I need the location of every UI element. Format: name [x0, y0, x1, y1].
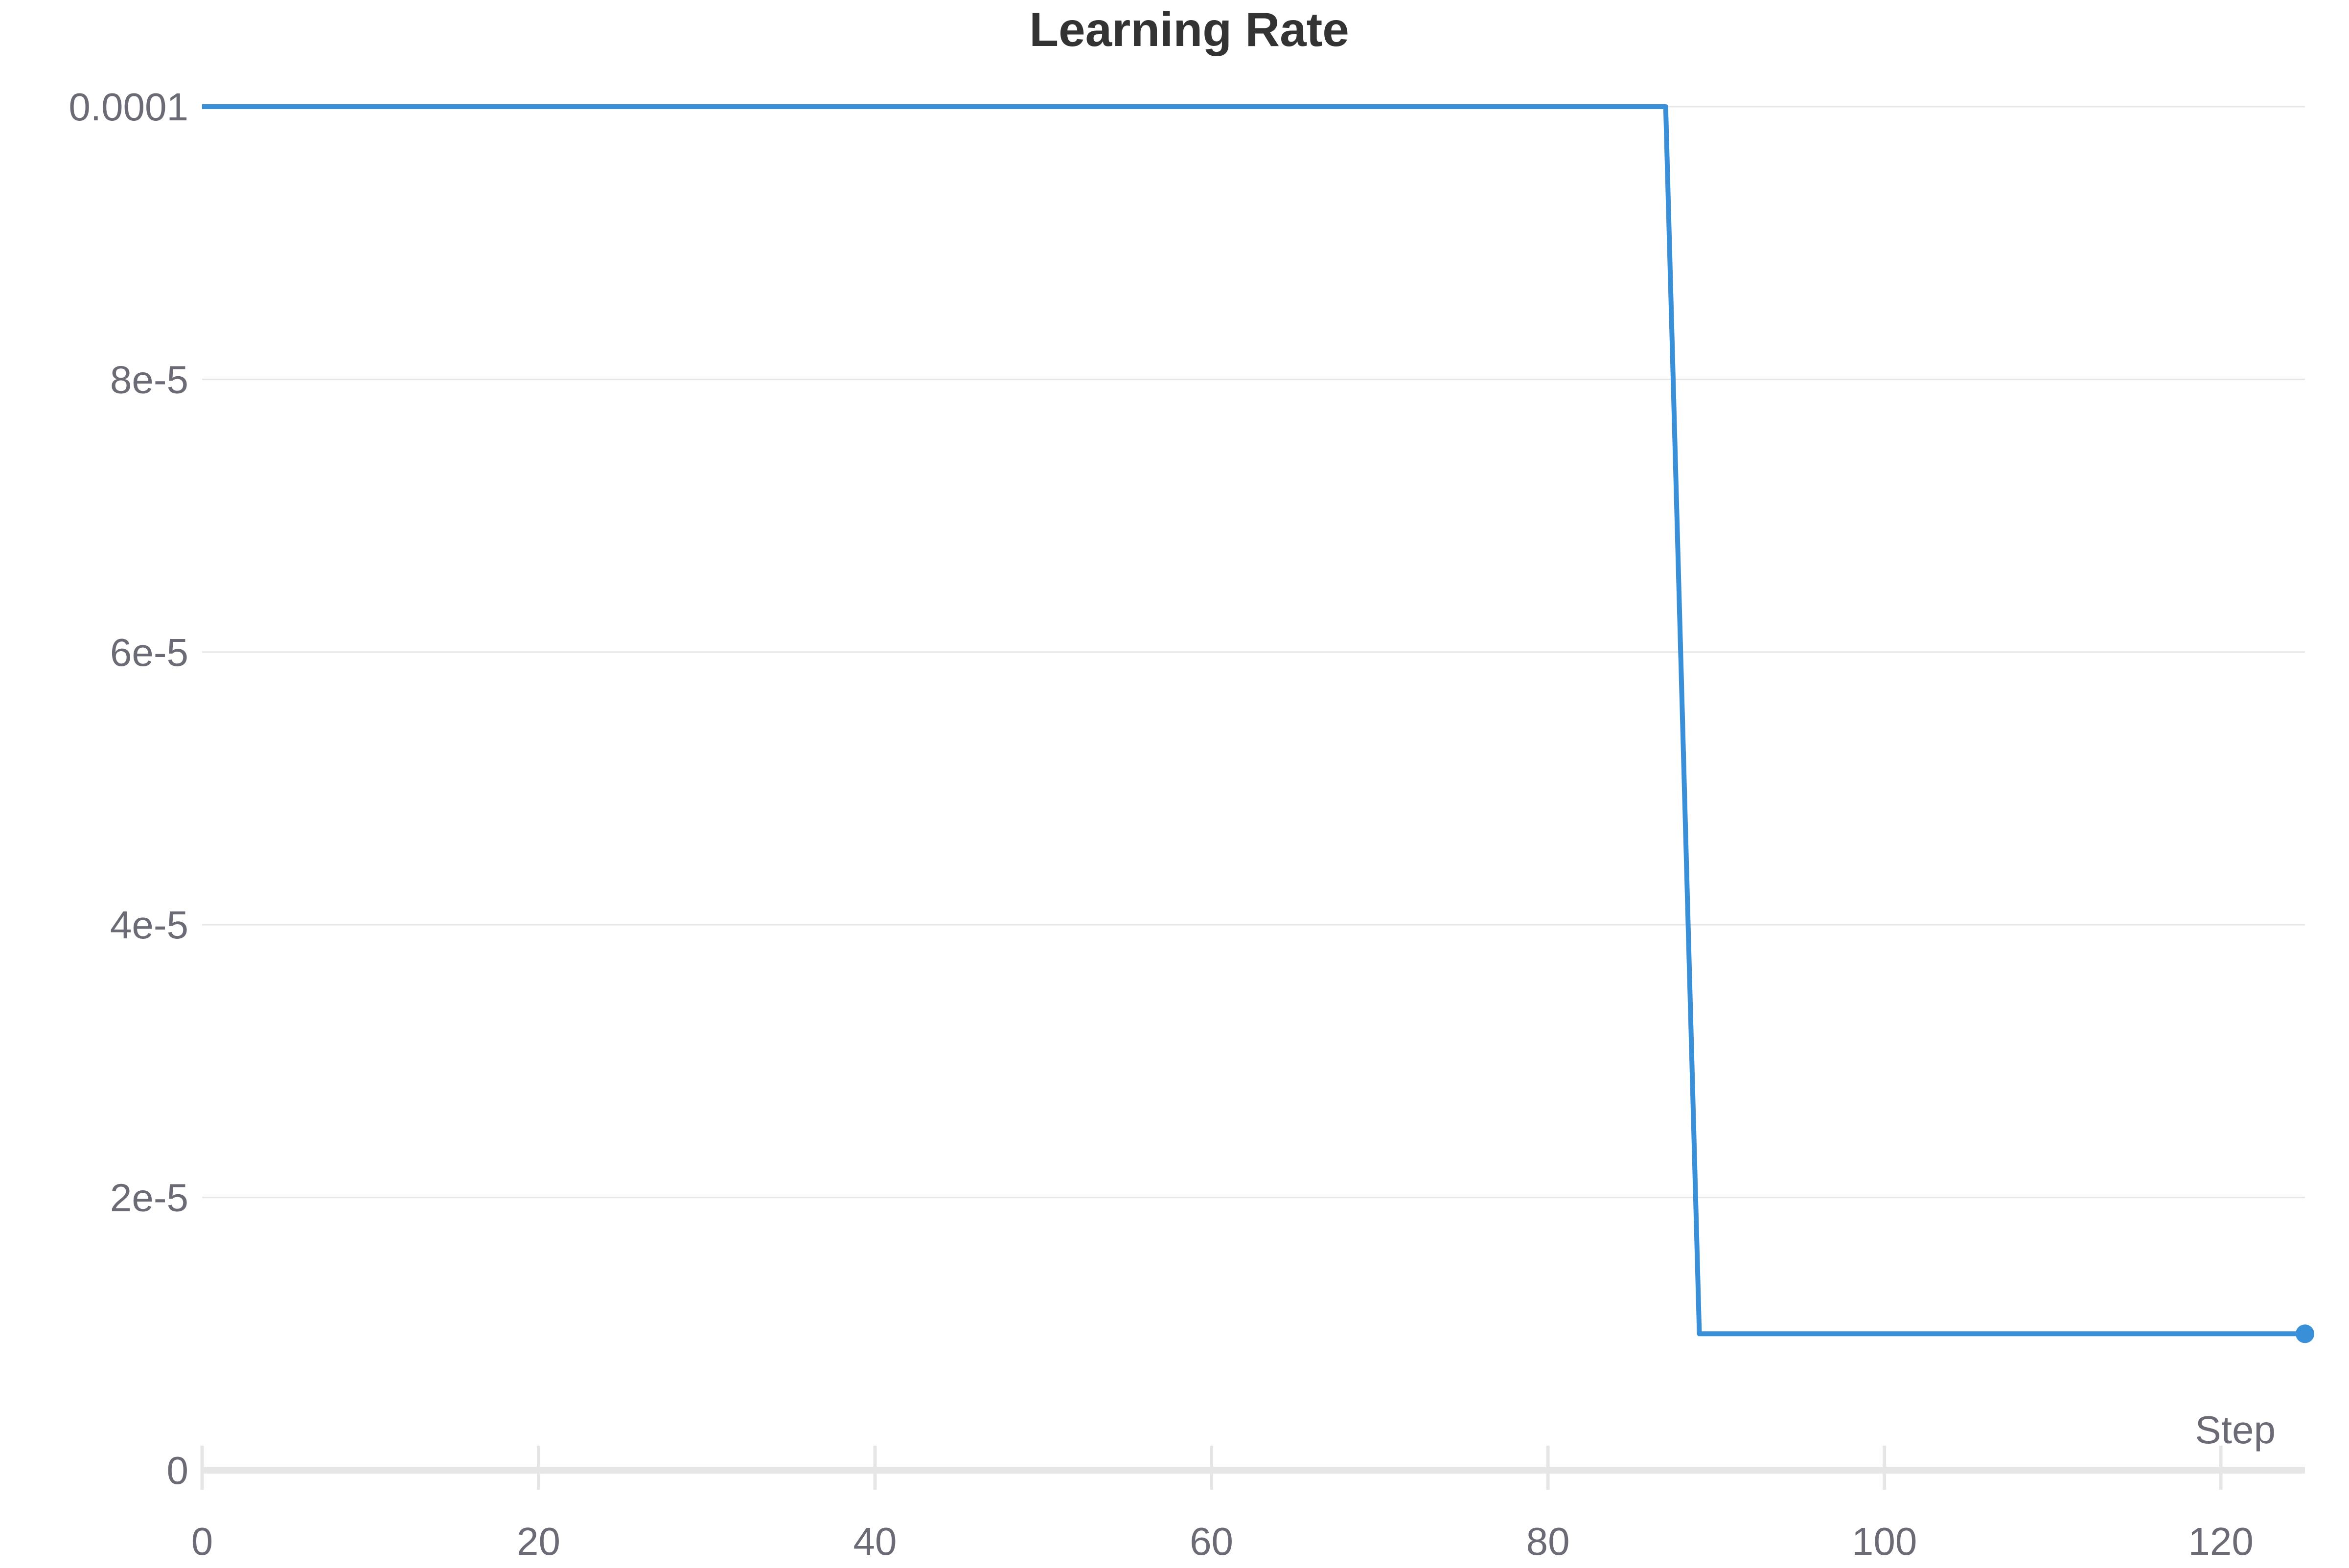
x-tick-label: 0 — [191, 1520, 213, 1563]
chart-title: Learning Rate — [1029, 2, 1349, 56]
x-tick-label: 20 — [517, 1520, 560, 1563]
y-tick-label: 0 — [167, 1449, 189, 1492]
y-tick-label: 8e-5 — [110, 358, 188, 401]
x-tick-label: 60 — [1190, 1520, 1233, 1563]
x-tick-label: 40 — [853, 1520, 897, 1563]
y-tick-label: 2e-5 — [110, 1176, 188, 1220]
x-axis-label: Step — [2195, 1408, 2276, 1452]
x-tick-label: 80 — [1526, 1520, 1570, 1563]
y-tick-label: 6e-5 — [110, 631, 188, 674]
y-tick-label: 0.0001 — [69, 85, 188, 129]
series-end-point — [2296, 1324, 2314, 1343]
series-line — [202, 104, 2305, 1337]
grid-lines — [202, 106, 2305, 1199]
x-axis — [200, 1446, 2305, 1490]
y-tick-label: 4e-5 — [110, 903, 188, 947]
tick-labels: 0 2e-5 4e-5 6e-5 8e-5 0.0001 0 20 40 60 80 100 120 — [69, 85, 2254, 1563]
x-tick-label: 100 — [1852, 1520, 1917, 1563]
x-tick-label: 120 — [2188, 1520, 2253, 1563]
series-layer — [202, 104, 2314, 1343]
